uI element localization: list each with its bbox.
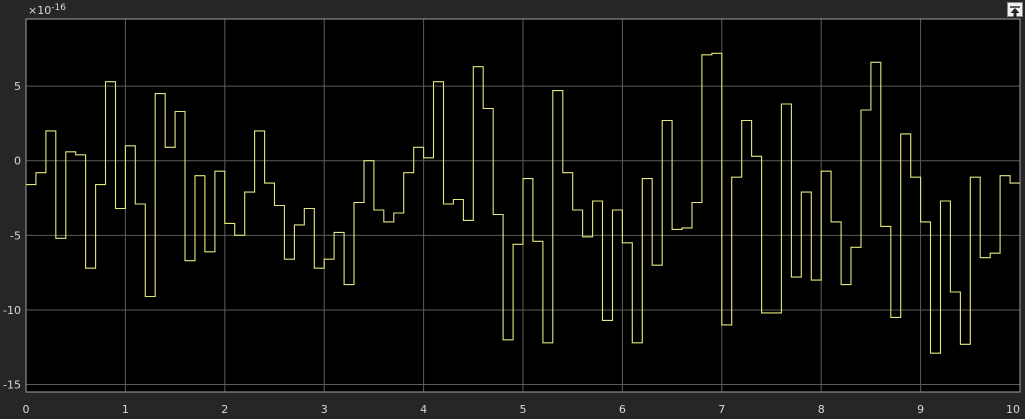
restore-layout-button[interactable] [1007, 2, 1023, 17]
x-tick-label: 0 [23, 403, 30, 416]
y-tick-label: -5 [10, 229, 21, 242]
signal-trace [26, 52, 1020, 354]
y-tick-label: 0 [14, 155, 21, 168]
plot-border [25, 18, 1021, 393]
x-tick-label: 1 [122, 403, 129, 416]
x-tick-label: 10 [1006, 403, 1020, 416]
x-tick-label: 4 [420, 403, 427, 416]
x-tick-label: 9 [917, 403, 924, 416]
restore-icon [1010, 6, 1020, 17]
x-tick-label: 6 [619, 403, 626, 416]
x-tick-label: 2 [221, 403, 228, 416]
x-tick-label: 5 [520, 403, 527, 416]
x-tick-label: 7 [718, 403, 725, 416]
x-tick-labels: 0 1 2 3 4 5 6 7 8 9 10 [23, 403, 1021, 416]
y-tick-labels: 5 0 -5 -10 -15 [3, 80, 21, 391]
y-tick-label: 5 [14, 80, 21, 93]
y-exponent-label: ×10-16 [28, 3, 66, 17]
grid-lines [25, 18, 1021, 393]
x-tick-label: 8 [818, 403, 825, 416]
series-line [26, 52, 1020, 354]
y-tick-label: -10 [3, 304, 21, 317]
x-tick-label: 3 [321, 403, 328, 416]
y-tick-label: -15 [3, 379, 21, 392]
